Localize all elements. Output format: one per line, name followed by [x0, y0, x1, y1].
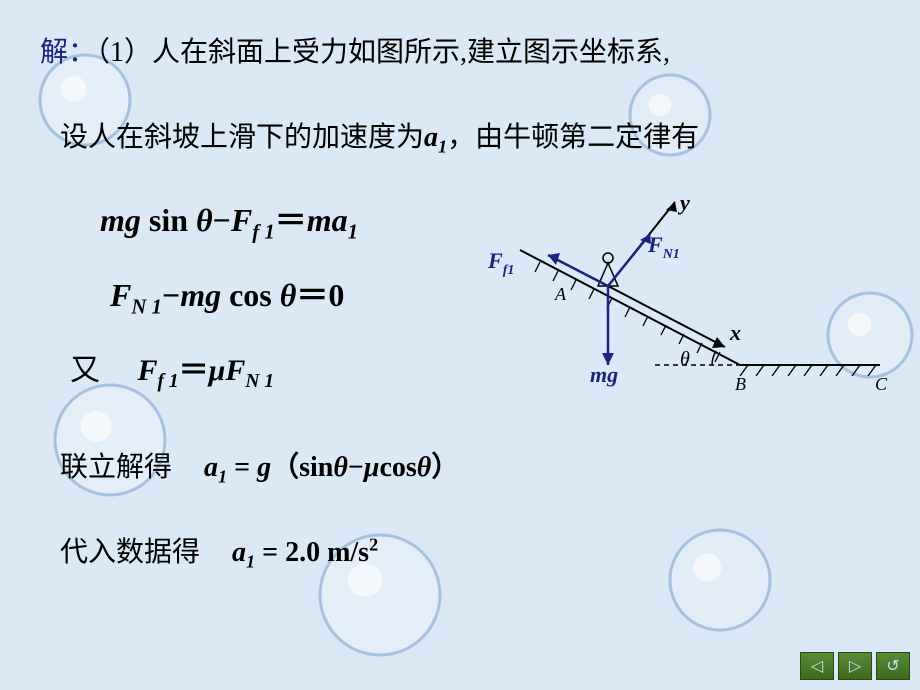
angle-theta-label: θ	[680, 348, 690, 370]
equation-4-row: 联立解得 a1 = g（sinθ−μcosθ）	[60, 445, 459, 488]
solution-label: 解：	[40, 37, 96, 68]
line-2-text: 设人在斜坡上滑下的加速度为	[60, 122, 424, 153]
equation-5-row: 代入数据得 a1 = 2.0 m/s2	[60, 530, 378, 573]
line-2: 设人在斜坡上滑下的加速度为a1，由牛顿第二定律有	[60, 115, 699, 158]
equation-1: mg sin θ−Ff 1＝ma1	[100, 195, 358, 244]
equation-4: a1 = g（sinθ−μcosθ）	[204, 452, 459, 483]
axis-y-label: y	[677, 190, 690, 215]
equation-5: a1 = 2.0 m/s2	[232, 537, 378, 568]
substitute-label: 代入数据得	[60, 537, 200, 568]
equation-3-row: 又 Ff 1＝μFN 1	[70, 345, 274, 393]
line-2-tail: ，由牛顿第二定律有	[447, 122, 699, 153]
point-c-label: C	[875, 374, 888, 394]
point-b-label: B	[735, 374, 746, 394]
slide-content: 解：（1）人在斜面上受力如图所示,建立图示坐标系, 设人在斜坡上滑下的加速度为a…	[0, 0, 920, 690]
line-1: 解：（1）人在斜面上受力如图所示,建立图示坐标系,	[40, 30, 670, 70]
equation-2: FN 1−mg cos θ＝0	[110, 270, 344, 319]
point-a-label: A	[554, 284, 567, 304]
also-label: 又	[70, 354, 100, 387]
equation-3: Ff 1＝μFN 1	[138, 354, 275, 387]
free-body-diagram: y x Ff1 FN1 mg A B C θ	[480, 190, 900, 410]
force-fn1-label: FN1	[647, 232, 680, 262]
var-a1: a1	[424, 122, 447, 153]
line-1-text: （1）人在斜面上受力如图所示,建立图示坐标系,	[96, 37, 670, 68]
solve-label: 联立解得	[60, 452, 172, 483]
force-ff1-label: Ff1	[487, 248, 514, 278]
force-mg-label: mg	[590, 362, 618, 387]
axis-x-label: x	[729, 320, 741, 345]
